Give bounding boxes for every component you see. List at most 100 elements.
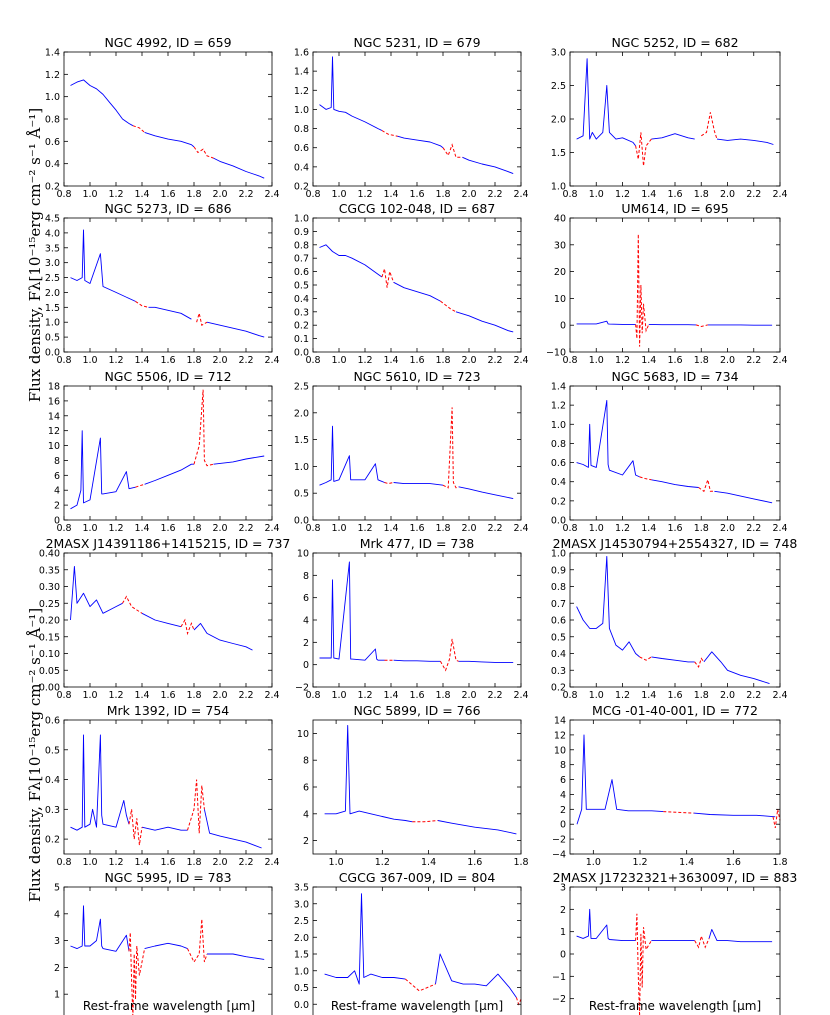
interpolated-series-line <box>440 300 457 313</box>
x-tick-label: 2.2 <box>487 189 502 200</box>
panel-title: NGC 5683, ID = 734 <box>611 369 738 384</box>
y-axis-label-bottom: Flux density, Fλ[10⁻¹⁵erg cm⁻² s⁻¹ Å⁻¹] <box>26 608 44 902</box>
spectrum-panel: 0.8 1.0 1.2 1.4 1.6 1.8 2.0 2.2 2.4 0 2 4 6 8 10 12 14 16… <box>48 369 280 534</box>
x-tick-label: 1.8 <box>435 690 450 701</box>
spectrum-panel: 0.8 1.0 1.2 1.4 1.6 1.8 2.0 2.2 2.4 0.0 0.5 1.0 1.5 2… <box>294 369 529 534</box>
y-tick-label: 8 <box>303 756 309 767</box>
x-tick-label: 1.6 <box>409 523 424 534</box>
observed-series-line <box>319 244 383 278</box>
plot-frame <box>63 719 273 855</box>
observed-series-line <box>651 656 695 663</box>
observed-series-line <box>576 908 636 942</box>
y-tick-label: 8 <box>560 760 566 771</box>
panel-title: Mrk 477, ID = 738 <box>360 536 475 551</box>
y-tick-label: 10 <box>554 745 566 756</box>
y-tick-label: 0.5 <box>294 983 309 994</box>
x-tick-label: 2.4 <box>513 523 528 534</box>
y-tick-label: 30 <box>554 240 566 251</box>
spectrum-panel: 0.8 1.0 1.2 1.4 1.6 1.8 2.0 2.2 2.4 −10 0 10 20 30 40 U… <box>546 201 788 366</box>
observed-series-line <box>435 953 517 998</box>
observed-series-line <box>324 893 406 985</box>
x-tick-label: 2.0 <box>461 523 476 534</box>
x-tick-label: 1.6 <box>467 857 482 868</box>
y-tick-label: 0.5 <box>45 745 60 756</box>
interpolated-series-line <box>128 809 143 846</box>
panel-title: UM614, ID = 695 <box>621 201 728 216</box>
y-tick-label: 0.3 <box>551 666 566 677</box>
observed-series-line <box>144 463 194 485</box>
x-tick-label: 1.4 <box>679 857 694 868</box>
panel-title: MCG -01-40-001, ID = 772 <box>592 703 758 718</box>
plot-frame <box>569 719 781 855</box>
x-tick-label: 1.0 <box>331 523 346 534</box>
x-tick-label: 2.2 <box>487 523 502 534</box>
x-tick-label: 1.6 <box>160 857 175 868</box>
x-tick-label: 2.0 <box>461 355 476 366</box>
plot-frame <box>312 719 522 855</box>
observed-series-line <box>213 157 265 179</box>
spectrum-panel: 0.81.01.21.41.61.82.02.22.4−3−2−101232MA… <box>552 870 797 1015</box>
interpolated-series-line <box>772 809 781 829</box>
observed-series-line <box>141 612 182 628</box>
y-tick-label: 0.2 <box>294 321 309 332</box>
x-tick-label: 2.2 <box>746 690 761 701</box>
y-tick-label: 5 <box>54 883 60 894</box>
interpolated-series-line <box>128 932 146 1015</box>
y-tick-label: 2.5 <box>294 916 309 927</box>
x-tick-label: 1.2 <box>108 523 123 534</box>
observed-series-line <box>458 660 514 663</box>
x-tick-label: 2.4 <box>772 523 787 534</box>
y-tick-label: 3.0 <box>294 899 309 910</box>
x-tick-label: 2.4 <box>513 189 528 200</box>
x-tick-label: 1.0 <box>331 355 346 366</box>
y-tick-label: 1.5 <box>551 148 566 159</box>
x-tick-label: 1.0 <box>82 523 97 534</box>
y-tick-label: 1.5 <box>45 303 60 314</box>
x-tick-label: 1.8 <box>435 523 450 534</box>
plot-frame <box>63 217 273 353</box>
y-tick-label: 6 <box>54 471 60 482</box>
observed-series-line <box>144 942 188 950</box>
interpolated-series-line <box>135 300 149 308</box>
y-tick-label: 0.00 <box>39 683 60 694</box>
y-tick-label: 0.15 <box>39 632 60 643</box>
plot-frame <box>569 886 781 1015</box>
y-tick-label: 0.35 <box>39 565 60 576</box>
y-tick-label: 0.5 <box>294 489 309 500</box>
observed-series-line <box>576 320 636 325</box>
plot-frame <box>63 552 273 688</box>
interpolated-series-line <box>135 483 145 488</box>
y-tick-label: 0.9 <box>551 565 566 576</box>
x-tick-label: 1.4 <box>383 690 398 701</box>
y-tick-label: 0.6 <box>45 716 60 727</box>
x-tick-label: 2.2 <box>746 523 761 534</box>
plot-frame <box>569 385 781 521</box>
spectrum-panel: 0.8 1.0 1.2 1.4 1.6 1.8 2.0 2.2 2.4 0.0 0.5 1.0 1.5 2… <box>45 201 280 366</box>
y-tick-label: 4.0 <box>45 228 60 239</box>
x-tick-label: 0.8 <box>562 523 577 534</box>
spectrum-panel: 1.0 1.2 1.4 1.6 1.8 −4 −2 0 2 4 6 8 10 12 14 MCG -01-40… <box>552 703 788 868</box>
interpolated-series-line <box>442 407 459 489</box>
x-tick-label: 2.4 <box>513 355 528 366</box>
y-tick-label: 0.10 <box>39 649 60 660</box>
observed-series-line <box>455 311 514 333</box>
y-tick-label: 1.6 <box>294 48 309 59</box>
panel-title: CGCG 102-048, ID = 687 <box>339 201 496 216</box>
y-tick-label: 4 <box>303 616 309 627</box>
x-tick-label: 2.0 <box>212 523 227 534</box>
y-tick-label: 0.6 <box>551 458 566 469</box>
y-tick-label: 10 <box>554 294 566 305</box>
y-tick-label: 1.4 <box>294 67 309 78</box>
x-tick-label: 2.2 <box>238 690 253 701</box>
x-tick-label: 1.2 <box>632 857 647 868</box>
observed-series-line <box>651 479 699 488</box>
x-tick-label: 1.8 <box>186 189 201 200</box>
interpolated-series-line <box>635 913 652 1015</box>
x-tick-label: 1.0 <box>331 189 346 200</box>
y-tick-label: 1.2 <box>45 70 60 81</box>
observed-series-line <box>458 486 514 500</box>
observed-series-line <box>207 953 265 960</box>
observed-series-line <box>319 425 385 486</box>
x-tick-label: 1.6 <box>409 189 424 200</box>
